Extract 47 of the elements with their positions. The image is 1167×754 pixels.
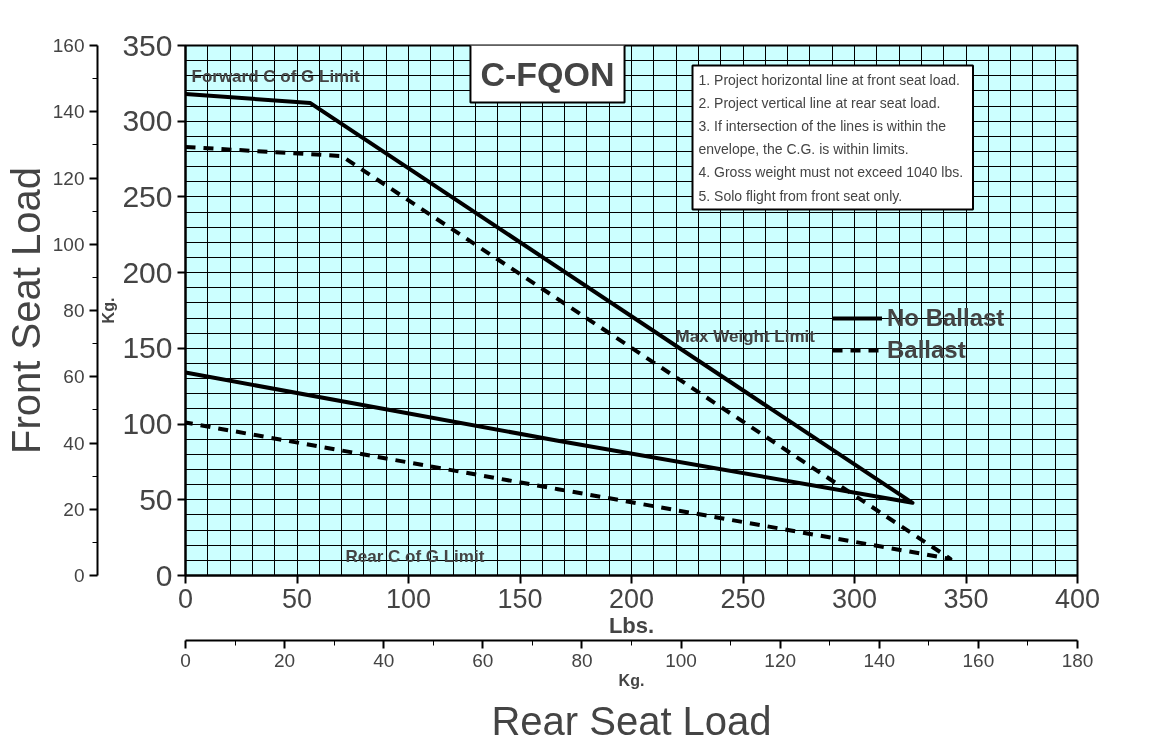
- x2-axis-title: Kg.: [618, 671, 645, 689]
- y-axis-title: Front Seat Load: [3, 167, 48, 454]
- x2-tick-label: 140: [863, 649, 896, 671]
- x-tick-label: 300: [831, 583, 878, 614]
- y-tick-label: 40: [63, 432, 85, 454]
- x-tick-label: 50: [281, 583, 313, 614]
- x-axis-title: Rear Seat Load: [491, 698, 772, 743]
- x2-tick-label: 0: [180, 649, 191, 671]
- y-tick-label: 0: [73, 565, 85, 586]
- y2-tick-label: 350: [122, 28, 173, 62]
- x-tick-label: 350: [943, 583, 989, 614]
- x2-tick-label: 80: [571, 649, 593, 671]
- x2-tick-label: 180: [1061, 649, 1094, 671]
- y2-tick-label: 300: [122, 104, 173, 138]
- x2-tick-label: 120: [764, 649, 797, 671]
- y2-tick-label: 50: [139, 482, 173, 516]
- x-tick-label: 200: [608, 583, 655, 614]
- x2-tick-label: 100: [665, 649, 697, 671]
- y-tick-label: 160: [52, 35, 85, 56]
- annotation: 1. Project horizontal line at front seat load.: [698, 71, 960, 88]
- x-tick-label: 250: [720, 583, 766, 614]
- x2-tick-label: 60: [472, 649, 494, 671]
- x2-tick-label: 20: [274, 649, 296, 671]
- x-tick-label: 100: [385, 583, 432, 614]
- y2-tick-label: 150: [122, 331, 173, 365]
- y-tick-label: 80: [63, 300, 85, 321]
- text: Kg.: [100, 297, 118, 324]
- x2-tick-label: 40: [373, 649, 395, 671]
- y2-tick-label: 250: [122, 179, 173, 213]
- y2-tick-label: 200: [122, 255, 173, 289]
- annotation: 3. If intersection of the lines is within the envelope, the C.G. is within limits.: [698, 117, 947, 158]
- y2-tick-label: 0: [155, 558, 173, 592]
- annotation: C-FQON: [480, 54, 615, 93]
- y-tick-label: 60: [63, 366, 85, 388]
- x2-tick-label: 160: [962, 649, 995, 671]
- annotation: 4. Gross weight must not exceed 1040 lbs.: [698, 164, 964, 181]
- y-tick-label: 100: [52, 233, 85, 255]
- y2-tick-label: 100: [122, 407, 173, 441]
- annotation: 2. Project vertical line at rear seat load.: [698, 94, 941, 111]
- text: Lbs.: [608, 612, 655, 638]
- x-tick-label: 400: [1054, 583, 1101, 614]
- x-tick-label: 150: [497, 583, 543, 614]
- y-tick-label: 120: [52, 167, 85, 189]
- x-tick-label: 0: [177, 583, 194, 614]
- annotation: 5. Solo flight from front seat only.: [698, 187, 903, 204]
- y-tick-label: 140: [52, 101, 85, 123]
- y-tick-label: 20: [63, 498, 85, 520]
